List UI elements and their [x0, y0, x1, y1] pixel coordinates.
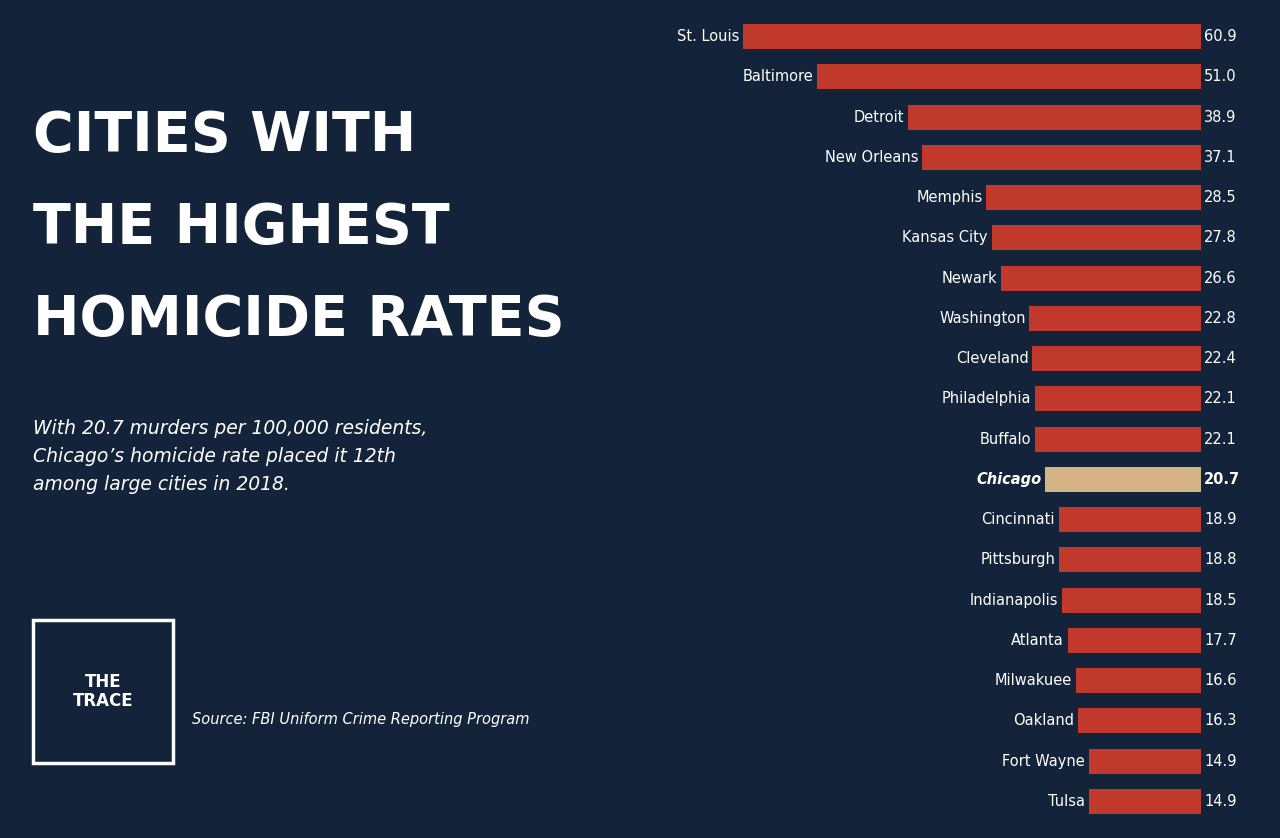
- Text: 20.7: 20.7: [1204, 472, 1240, 487]
- Text: Detroit: Detroit: [854, 110, 905, 125]
- Bar: [1046, 467, 1201, 492]
- Bar: [1034, 427, 1201, 452]
- Text: New Orleans: New Orleans: [824, 150, 918, 165]
- Bar: [992, 225, 1201, 251]
- Bar: [1033, 346, 1201, 371]
- Bar: [1089, 789, 1201, 814]
- Text: 17.7: 17.7: [1204, 633, 1236, 648]
- Text: Cleveland: Cleveland: [956, 351, 1029, 366]
- Text: CITIES WITH: CITIES WITH: [33, 109, 416, 163]
- Text: 18.8: 18.8: [1204, 552, 1236, 567]
- Bar: [987, 185, 1201, 210]
- Text: Memphis: Memphis: [916, 190, 983, 205]
- Bar: [1078, 708, 1201, 733]
- Text: Washington: Washington: [940, 311, 1025, 326]
- Bar: [909, 105, 1201, 130]
- Text: Indianapolis: Indianapolis: [969, 592, 1059, 608]
- Text: THE
TRACE: THE TRACE: [73, 673, 133, 710]
- Text: 51.0: 51.0: [1204, 70, 1236, 85]
- Bar: [1001, 266, 1201, 291]
- Text: With 20.7 murders per 100,000 residents,
Chicago’s homicide rate placed it 12th
: With 20.7 murders per 100,000 residents,…: [33, 419, 428, 494]
- Bar: [1034, 386, 1201, 411]
- Text: 18.5: 18.5: [1204, 592, 1236, 608]
- Text: 37.1: 37.1: [1204, 150, 1236, 165]
- Text: Milwakuee: Milwakuee: [995, 673, 1073, 688]
- Text: 22.4: 22.4: [1204, 351, 1236, 366]
- Bar: [1060, 547, 1201, 572]
- Text: Fort Wayne: Fort Wayne: [1002, 753, 1085, 768]
- Text: HOMICIDE RATES: HOMICIDE RATES: [33, 293, 564, 347]
- Bar: [922, 145, 1201, 170]
- Text: Baltimore: Baltimore: [742, 70, 813, 85]
- Text: Cincinnati: Cincinnati: [982, 512, 1055, 527]
- Text: 28.5: 28.5: [1204, 190, 1236, 205]
- Text: 16.3: 16.3: [1204, 713, 1236, 728]
- Text: Source: FBI Uniform Crime Reporting Program: Source: FBI Uniform Crime Reporting Prog…: [192, 712, 529, 727]
- Bar: [1068, 628, 1201, 653]
- Text: 14.9: 14.9: [1204, 753, 1236, 768]
- Bar: [742, 24, 1201, 49]
- Text: Buffalo: Buffalo: [979, 432, 1030, 447]
- Text: Oakland: Oakland: [1014, 713, 1074, 728]
- Text: 60.9: 60.9: [1204, 29, 1236, 44]
- Text: THE HIGHEST: THE HIGHEST: [33, 201, 449, 255]
- Text: Atlanta: Atlanta: [1011, 633, 1064, 648]
- Text: Chicago: Chicago: [977, 472, 1042, 487]
- Text: Newark: Newark: [941, 271, 997, 286]
- Text: 22.1: 22.1: [1204, 391, 1236, 406]
- Bar: [1059, 507, 1201, 532]
- Bar: [1089, 748, 1201, 773]
- Text: 22.1: 22.1: [1204, 432, 1236, 447]
- Text: 16.6: 16.6: [1204, 673, 1236, 688]
- Bar: [817, 65, 1201, 90]
- Bar: [1076, 668, 1201, 693]
- Bar: [1029, 306, 1201, 331]
- Text: Kansas City: Kansas City: [902, 230, 988, 246]
- Text: 38.9: 38.9: [1204, 110, 1236, 125]
- Text: 22.8: 22.8: [1204, 311, 1236, 326]
- Text: 14.9: 14.9: [1204, 794, 1236, 809]
- Text: 27.8: 27.8: [1204, 230, 1236, 246]
- Text: Philadelphia: Philadelphia: [941, 391, 1030, 406]
- Text: 26.6: 26.6: [1204, 271, 1236, 286]
- Text: St. Louis: St. Louis: [677, 29, 739, 44]
- Text: 18.9: 18.9: [1204, 512, 1236, 527]
- Bar: [1061, 587, 1201, 613]
- Text: Pittsburgh: Pittsburgh: [980, 552, 1056, 567]
- Text: Tulsa: Tulsa: [1048, 794, 1085, 809]
